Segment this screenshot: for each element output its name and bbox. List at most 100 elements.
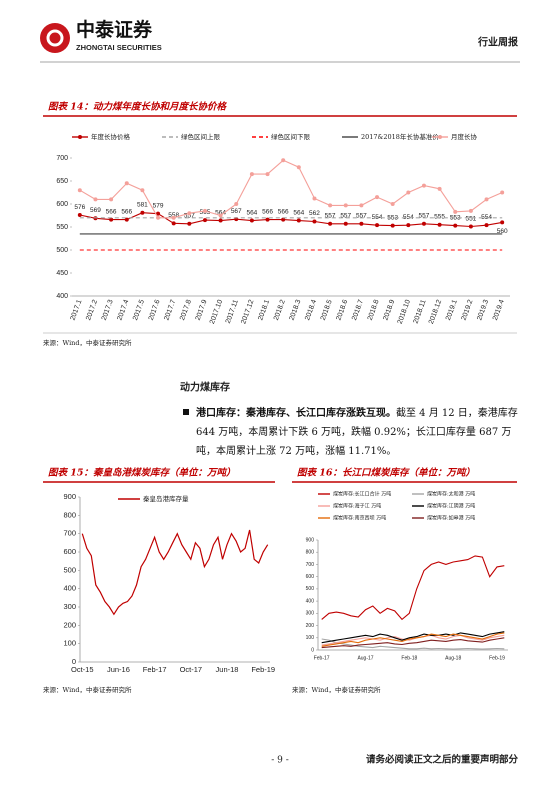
- x-tick-label: Jun-18: [216, 665, 239, 674]
- x-tick-label: 2018.10: [397, 299, 412, 325]
- y-tick-label: 650: [56, 178, 68, 185]
- point: [93, 197, 98, 202]
- point: [312, 196, 317, 201]
- x-tick-label: 2017.11: [225, 299, 240, 325]
- point: [453, 209, 458, 214]
- legend-label: 秦皇岛港库存量: [143, 494, 189, 503]
- series-line: [321, 637, 505, 649]
- data-label: 567: [231, 208, 242, 215]
- logo-mark: [46, 29, 64, 47]
- data-label: 569: [90, 207, 101, 214]
- data-label: 566: [121, 208, 132, 215]
- x-tick-label: 2018.8: [367, 299, 381, 322]
- x-tick-label: Feb-18: [401, 655, 417, 661]
- point: [171, 221, 176, 226]
- legend-marker: [438, 135, 442, 139]
- point: [328, 203, 333, 208]
- x-tick-label: 2017.12: [240, 299, 255, 325]
- data-label: 555: [434, 213, 445, 220]
- point: [109, 197, 114, 202]
- y-tick-label: 550: [56, 224, 68, 231]
- x-tick-label: Jun-16: [107, 665, 130, 674]
- point: [468, 208, 473, 213]
- data-label: 551: [465, 215, 476, 222]
- x-tick-label: Feb-19: [251, 665, 275, 674]
- legend-label: 煤炭库存:如皋港 万吨: [427, 515, 475, 522]
- point: [453, 223, 458, 228]
- y-tick-label: 100: [63, 639, 76, 648]
- point: [437, 186, 442, 191]
- point: [375, 195, 380, 200]
- point: [109, 217, 114, 222]
- series-line: [79, 159, 503, 219]
- x-tick-label: 2018.4: [304, 299, 318, 322]
- x-tick-label: 2018.5: [320, 299, 334, 322]
- point: [140, 188, 145, 193]
- x-tick-label: 2018.3: [289, 299, 303, 322]
- x-tick-label: Feb-17: [314, 655, 330, 661]
- x-tick-label: 2018.6: [335, 299, 349, 322]
- data-label: 566: [262, 208, 273, 215]
- point: [124, 217, 129, 222]
- series-line: [321, 632, 505, 647]
- series-line: [79, 212, 503, 228]
- x-tick-label: Feb-17: [143, 665, 167, 674]
- x-tick-label: 2018.12: [428, 299, 443, 325]
- legend-label: 煤炭库存:长江口合计 万吨: [333, 491, 391, 498]
- legend-label: 煤炭库存:江阴港 万吨: [427, 503, 475, 510]
- point: [77, 188, 82, 193]
- legend-label: 绿色区间下限: [271, 132, 311, 141]
- y-tick-label: 0: [311, 647, 314, 653]
- page-number: - 9 -: [271, 756, 289, 766]
- y-tick-label: 400: [56, 293, 68, 300]
- point: [500, 190, 505, 195]
- data-label: 557: [356, 212, 367, 219]
- point: [468, 224, 473, 229]
- x-tick-label: 2017.1: [70, 299, 84, 322]
- point: [234, 202, 239, 206]
- x-tick-label: 2017.6: [148, 299, 162, 322]
- x-tick-label: 2018.11: [413, 299, 428, 325]
- y-tick-label: 800: [306, 550, 315, 556]
- data-label: 557: [340, 212, 351, 219]
- y-tick-label: 200: [306, 623, 315, 629]
- figure-title: 图表 14：动力煤年度长协和月度长协价格: [48, 101, 228, 113]
- point: [124, 181, 129, 186]
- point: [218, 213, 223, 218]
- point: [296, 218, 301, 223]
- data-label: 562: [309, 210, 320, 217]
- source: 来源：Wind，中泰证券研究所: [43, 338, 132, 347]
- figure-title: 图表 15：秦皇岛港煤炭库存（单位：万吨）: [48, 467, 236, 479]
- x-tick-label: 2018.2: [273, 299, 287, 322]
- y-tick-label: 300: [306, 611, 315, 617]
- x-tick-label: 2019.1: [445, 299, 459, 322]
- data-label: 579: [153, 202, 164, 209]
- point: [202, 208, 207, 213]
- figure-title: 图表 16：长江口煤炭库存（单位：万吨）: [297, 467, 475, 479]
- point: [218, 218, 223, 223]
- x-tick-label: 2017.9: [195, 299, 209, 322]
- x-tick-label: 2017.3: [101, 299, 115, 322]
- x-tick-label: 2018.9: [382, 299, 396, 322]
- paragraph-lead: 港口库存：秦港库存、长江口库存涨跌互现。: [196, 408, 396, 419]
- series-line: [321, 638, 505, 650]
- y-tick-label: 100: [306, 635, 315, 641]
- point: [359, 203, 364, 208]
- point: [171, 215, 176, 220]
- x-tick-label: 2018.7: [351, 299, 365, 322]
- y-tick-label: 300: [63, 602, 76, 611]
- data-label: 566: [106, 208, 117, 215]
- point: [156, 215, 161, 220]
- point: [265, 217, 270, 222]
- data-label: 557: [184, 212, 195, 219]
- series-line: [321, 631, 505, 644]
- legend-label: 年度长协价格: [91, 132, 131, 141]
- company-en: ZHONGTAI SECURITIES: [76, 43, 162, 52]
- section-title: 动力煤库存: [180, 381, 230, 394]
- x-tick-label: 2017.5: [132, 299, 146, 322]
- point: [484, 223, 489, 228]
- data-label: 564: [293, 209, 304, 216]
- data-label: 564: [246, 209, 257, 216]
- x-tick-label: Feb-19: [489, 655, 505, 661]
